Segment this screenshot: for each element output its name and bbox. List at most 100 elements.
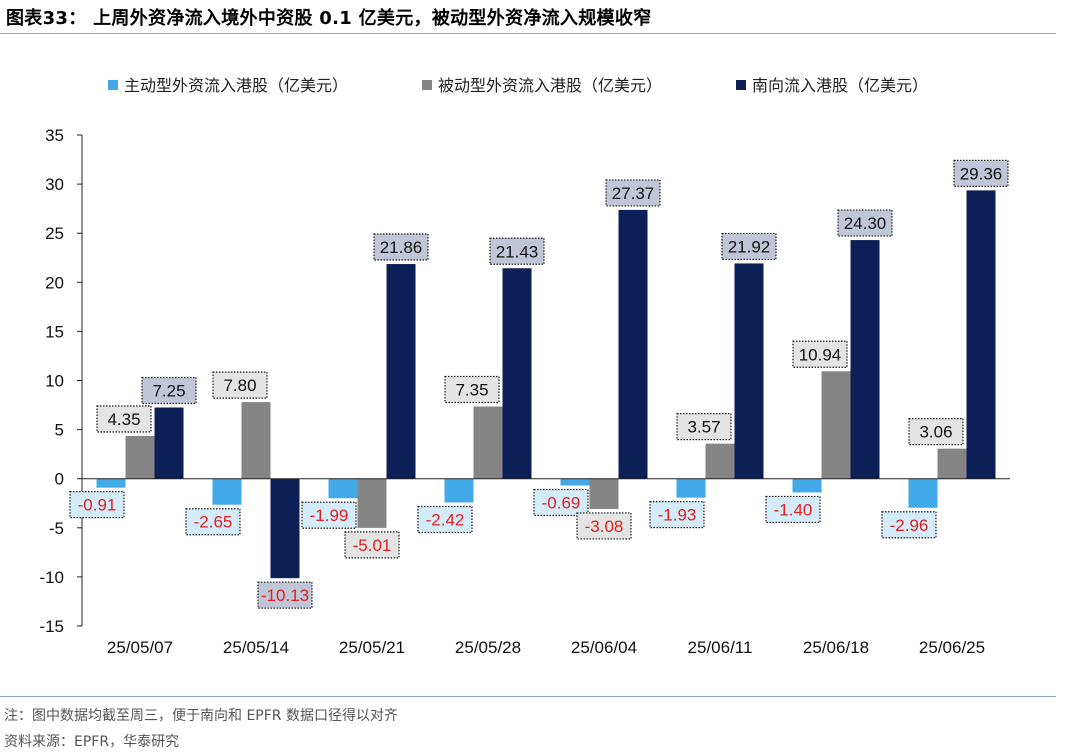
footnote: 注：图中数据均截至周三，便于南向和 EPFR 数据口径得以对齐 <box>4 708 398 724</box>
y-tick-label: -15 <box>39 617 64 636</box>
bar-series2-25/06/18 <box>850 240 880 479</box>
data-label: 3.06 <box>919 423 952 442</box>
footer-divider <box>0 696 1056 697</box>
chart-bars <box>96 190 996 579</box>
bar-series1-25/05/21 <box>357 478 387 528</box>
data-label-box <box>444 375 500 404</box>
data-label-box <box>576 512 632 540</box>
bar-series2-25/06/04 <box>618 209 648 479</box>
bar-series0-25/06/11 <box>676 478 706 498</box>
y-tick-label: -5 <box>49 519 64 538</box>
bar-chart: 主动型外资流入港股（亿美元） 被动型外资流入港股（亿美元） 南向流入港股（亿美元） … <box>39 77 1010 657</box>
data-label-box <box>721 232 777 261</box>
data-label-group: -2.42 <box>417 505 473 534</box>
x-tick-label: 25/06/18 <box>803 638 869 657</box>
data-label-group: 21.43 <box>489 237 545 265</box>
data-label: 29.36 <box>960 164 1003 183</box>
x-tick-label: 25/05/14 <box>223 638 289 657</box>
bar-series1-25/06/04 <box>589 478 619 509</box>
data-label-group: 24.30 <box>837 209 893 237</box>
y-tick-label: -10 <box>39 568 64 587</box>
legend-label-2: 南向流入港股（亿美元） <box>752 77 928 95</box>
legend-label-1: 被动型外资流入港股（亿美元） <box>438 77 662 95</box>
data-label-group: 21.86 <box>373 233 429 261</box>
data-label-box <box>953 159 1009 187</box>
bar-series0-25/06/04 <box>560 478 590 486</box>
bar-series2-25/05/14 <box>270 478 300 579</box>
data-label-box <box>489 237 545 265</box>
data-label: 21.43 <box>496 242 539 261</box>
data-label-box <box>257 581 313 609</box>
data-label-group: -2.96 <box>881 511 937 539</box>
bar-series1-25/06/25 <box>937 448 967 479</box>
bar-series1-25/05/07 <box>125 435 155 479</box>
data-label: 10.94 <box>799 345 842 364</box>
figure-title: 图表33： 上周外资净流入境外中资股 0.1 亿美元，被动型外资净流入规模收窄 <box>6 8 652 29</box>
data-label-group: 27.37 <box>605 179 661 207</box>
data-label-group: -0.69 <box>533 488 589 517</box>
data-label-group: 10.94 <box>792 340 848 368</box>
legend-swatch-1 <box>422 80 432 90</box>
data-label-group: 4.35 <box>96 405 152 433</box>
bar-series0-25/05/14 <box>212 478 242 505</box>
data-label-box <box>605 179 661 207</box>
data-label: 7.35 <box>455 381 488 400</box>
data-label-group: 7.35 <box>444 375 500 404</box>
y-axis: -15 -10 -5 0 5 10 15 20 25 30 35 <box>39 126 83 636</box>
legend-label-0: 主动型外资流入港股（亿美元） <box>124 77 348 95</box>
bar-series0-25/06/18 <box>792 478 822 493</box>
data-label-box <box>96 405 152 433</box>
bar-series1-25/05/28 <box>473 406 503 479</box>
data-label: 7.25 <box>152 382 185 401</box>
data-label-group: 3.06 <box>908 418 964 446</box>
data-label-group: -1.93 <box>649 501 705 529</box>
data-label: 21.92 <box>728 237 771 256</box>
bar-series1-25/05/14 <box>241 402 271 479</box>
data-label: -0.69 <box>542 493 581 512</box>
data-label-box <box>417 505 473 534</box>
data-label-group: 7.25 <box>141 376 197 405</box>
data-label: 7.80 <box>223 376 256 395</box>
data-label: -5.01 <box>353 536 392 555</box>
bar-series2-25/05/07 <box>154 407 184 479</box>
y-tick-label: 10 <box>45 372 64 391</box>
data-label-box <box>649 501 705 529</box>
source-note: 资料来源：EPFR，华泰研究 <box>4 734 180 750</box>
data-label-group: 29.36 <box>953 159 1009 187</box>
data-label-box <box>533 488 589 517</box>
data-label-box <box>837 209 893 237</box>
data-label-box <box>141 376 197 405</box>
data-label-box <box>676 413 732 441</box>
data-label: 21.86 <box>380 238 423 257</box>
y-tick-label: 20 <box>45 273 64 292</box>
bar-series2-25/05/28 <box>502 268 532 479</box>
data-label-group: 7.80 <box>212 371 268 399</box>
data-label: -2.42 <box>426 510 465 529</box>
bar-series2-25/06/25 <box>966 190 996 479</box>
bar-series1-25/06/11 <box>705 443 735 479</box>
data-label: -2.96 <box>890 516 929 535</box>
bar-series0-25/05/28 <box>444 478 474 503</box>
data-label: -1.40 <box>774 500 813 519</box>
data-label-group: 3.57 <box>676 413 732 441</box>
data-label: 3.57 <box>687 418 720 437</box>
data-label: -0.91 <box>78 496 117 515</box>
data-label: -1.99 <box>310 506 349 525</box>
data-label-box <box>185 508 241 536</box>
data-label-group: -1.99 <box>301 501 357 529</box>
bar-series2-25/05/21 <box>386 264 416 479</box>
x-axis: 25/05/07 25/05/14 25/05/21 25/05/28 25/06/04… <box>82 478 1010 657</box>
x-tick-label: 25/06/04 <box>571 638 637 657</box>
data-label-group: 21.92 <box>721 232 777 261</box>
bar-series2-25/06/11 <box>734 263 764 479</box>
data-labels: -0.91 4.35 7.25 -2.65 7.80 -10.13 -1.99-5.01 21… <box>69 159 1009 609</box>
data-label-box <box>344 531 400 559</box>
title-divider <box>0 33 1056 34</box>
legend-swatch-2 <box>736 80 746 90</box>
data-label-box <box>373 233 429 261</box>
data-label-box <box>881 511 937 539</box>
data-label-group: -2.65 <box>185 508 241 536</box>
data-label-group: -3.08 <box>576 512 632 540</box>
data-label: 27.37 <box>612 184 655 203</box>
x-tick-label: 25/06/11 <box>688 638 753 657</box>
